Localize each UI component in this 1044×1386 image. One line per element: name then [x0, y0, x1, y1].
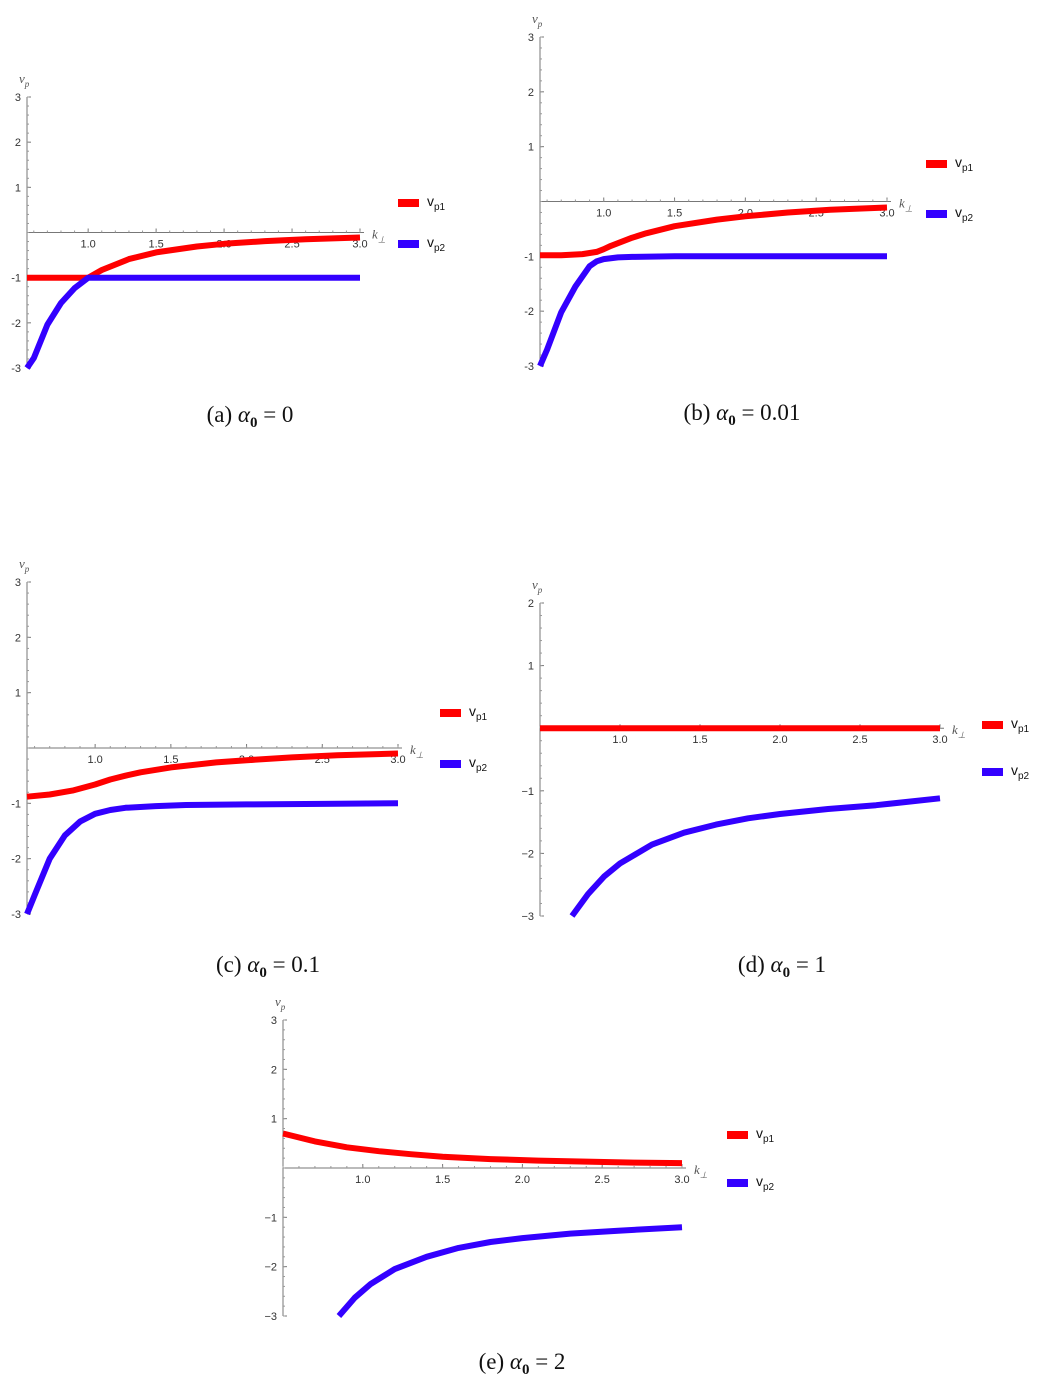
y-tick-label: 2	[271, 1064, 277, 1076]
y-tick-label: −2	[521, 848, 534, 860]
x-tick-label: 1.5	[667, 208, 682, 220]
x-axis-label: k⊥	[372, 227, 386, 245]
x-tick-label: 1.0	[355, 1174, 370, 1186]
y-tick-label: -3	[11, 363, 21, 375]
panel-caption: (c) α0 = 0.1	[216, 952, 320, 981]
legend-label-p1: vp1	[427, 193, 446, 213]
y-axis-label: vp	[19, 556, 30, 574]
x-tick-label: 1.0	[596, 208, 611, 220]
series-vp2-line	[569, 795, 941, 918]
y-tick-label: 2	[528, 87, 534, 99]
panel-caption: (a) α0 = 0	[207, 402, 294, 431]
panel-caption: (d) α0 = 1	[738, 952, 826, 981]
x-axis-label: k⊥	[410, 742, 424, 760]
legend-swatch-p1	[440, 709, 461, 717]
legend-label-p2: vp2	[1011, 762, 1030, 782]
y-tick-label: -1	[524, 251, 534, 263]
legend-swatch-p1	[727, 1131, 748, 1139]
y-tick-label: 1	[528, 142, 534, 154]
chart-panel-e: 1.0 1.5 2.0 2.5 3.0 3 2 1 −1 −2 −3 k⊥ vp vp1 vp2 (e) α0…	[264, 994, 774, 1378]
panel-caption: (b) α0 = 0.01	[684, 400, 801, 429]
y-tick-label: 2	[15, 137, 21, 149]
x-tick-label: 2.5	[852, 734, 867, 746]
series-vp1-line	[26, 750, 399, 800]
x-tick-label: 1.5	[163, 754, 178, 766]
y-tick-label: −1	[264, 1212, 277, 1224]
y-axis-label: vp	[532, 577, 543, 595]
y-tick-label: 3	[271, 1015, 277, 1027]
y-tick-label: 3	[15, 92, 21, 104]
legend-swatch-p2	[727, 1179, 748, 1187]
legend-label-p1: vp1	[469, 703, 488, 723]
legend-label-p2: vp2	[756, 1173, 775, 1193]
y-tick-label: 2	[528, 598, 534, 610]
y-tick-label: −3	[264, 1311, 277, 1323]
y-tick-label: −3	[521, 911, 534, 923]
y-tick-label: −1	[521, 786, 534, 798]
y-tick-label: -2	[11, 318, 21, 330]
y-tick-label: -1	[11, 273, 21, 285]
legend-swatch-p2	[398, 240, 419, 248]
x-tick-label: 2.0	[772, 734, 787, 746]
y-tick-label: -2	[11, 854, 21, 866]
x-tick-label: 1.0	[612, 734, 627, 746]
legend-label-p2: vp2	[955, 204, 974, 224]
y-axis-label: vp	[275, 994, 286, 1012]
series-vp1-line	[540, 204, 888, 259]
x-tick-label: 2.0	[515, 1174, 530, 1186]
x-axis-label: k⊥	[694, 1162, 708, 1180]
y-axis-label: vp	[19, 71, 30, 89]
y-tick-label: 1	[271, 1114, 277, 1126]
legend-swatch-p2	[926, 210, 947, 218]
series-vp1-line	[27, 234, 361, 281]
y-tick-label: -2	[524, 306, 534, 318]
y-tick-label: 1	[15, 182, 21, 194]
y-tick-label: 2	[15, 632, 21, 644]
legend-label-p2: vp2	[469, 754, 488, 774]
legend-swatch-p2	[982, 768, 1003, 776]
y-tick-label: 1	[15, 688, 21, 700]
legend-swatch-p1	[926, 160, 947, 168]
legend-label-p1: vp1	[756, 1125, 775, 1145]
x-tick-label: 2.5	[595, 1174, 610, 1186]
panel-caption: (e) α0 = 2	[479, 1349, 566, 1378]
y-tick-label: -3	[524, 361, 534, 373]
series-vp1-line	[282, 1130, 683, 1167]
legend-swatch-p2	[440, 760, 461, 768]
series-vp2-line	[24, 800, 399, 916]
x-axis-label: k⊥	[952, 722, 966, 740]
series-vp2-line	[336, 1224, 683, 1318]
series-vp2-line	[24, 274, 360, 370]
legend-label-p1: vp1	[955, 154, 974, 174]
x-tick-label: 1.0	[87, 754, 102, 766]
x-tick-label: 1.5	[692, 734, 707, 746]
y-tick-label: -1	[11, 798, 21, 810]
series-vp2-line	[537, 253, 887, 368]
x-axis-label: k⊥	[899, 196, 913, 214]
legend-label-p1: vp1	[1011, 715, 1030, 735]
y-axis-label: vp	[532, 11, 543, 29]
y-tick-label: 3	[528, 32, 534, 44]
x-tick-label: 1.5	[148, 239, 163, 251]
x-tick-label: 3.0	[932, 734, 947, 746]
legend-swatch-p1	[982, 721, 1003, 729]
x-tick-label: 3.0	[390, 754, 405, 766]
chart-panel-d: 1.0 1.5 2.0 2.5 3.0 2 1 −1 −2 −3 k⊥ vp vp1 vp2 (d) α0 …	[521, 577, 1029, 981]
legend-label-p2: vp2	[427, 234, 446, 254]
y-tick-label: 3	[15, 577, 21, 589]
x-tick-label: 1.5	[435, 1174, 450, 1186]
y-tick-label: −2	[264, 1262, 277, 1274]
legend-swatch-p1	[398, 199, 419, 207]
y-tick-label: -3	[11, 909, 21, 921]
y-tick-label: 1	[528, 661, 534, 673]
x-tick-label: 1.0	[81, 239, 96, 251]
x-tick-label: 3.0	[352, 239, 367, 251]
x-tick-label: 3.0	[674, 1174, 689, 1186]
